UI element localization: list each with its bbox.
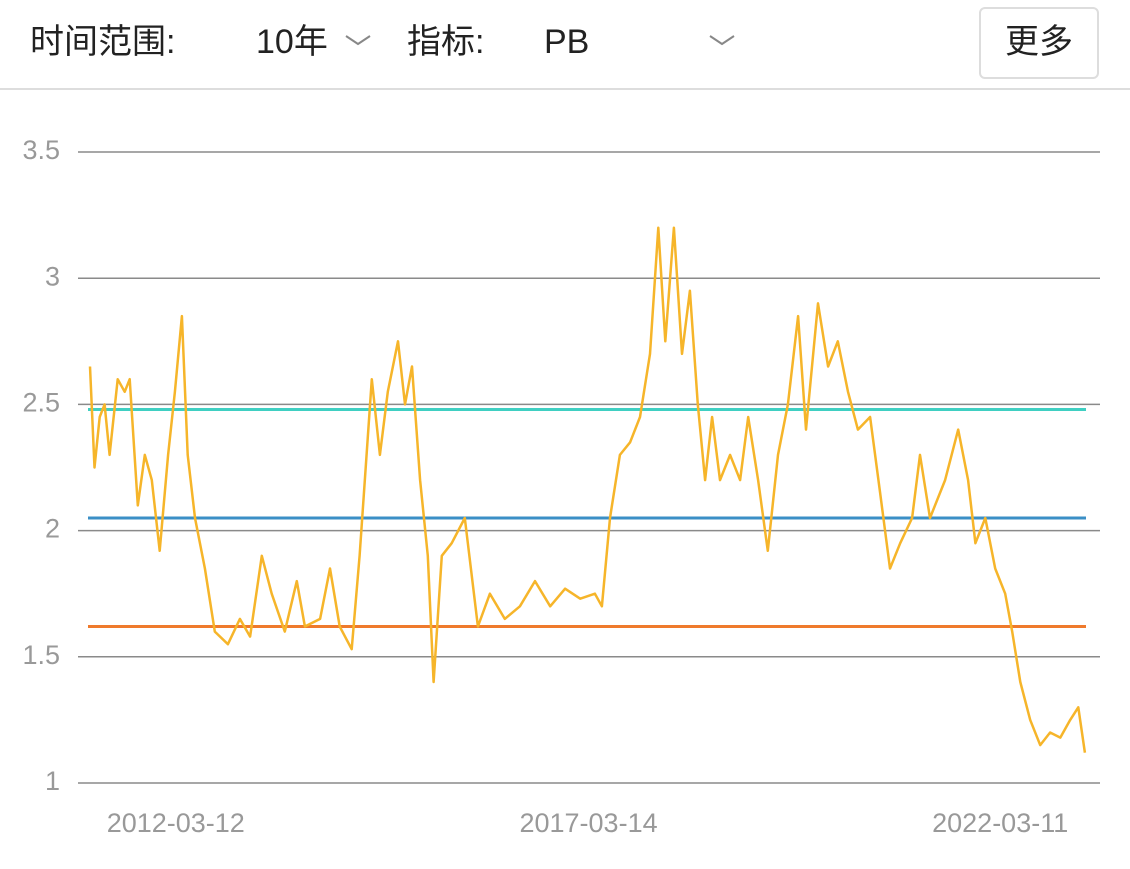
y-tick-label: 3.5 — [22, 135, 60, 165]
plot: 1 1.5 2 2.5 3 3.5 2012-03-12 2017-03-14 2022-03-… — [22, 135, 1100, 838]
button-label[interactable]: 更多 — [1005, 23, 1073, 61]
more-button[interactable]: 更多 — [979, 7, 1099, 79]
y-tick-label: 3 — [45, 261, 60, 291]
y-tick-label: 2 — [45, 514, 60, 544]
y-tick-label: 1.5 — [22, 640, 60, 670]
button-frame[interactable] — [979, 7, 1099, 79]
time-range-select[interactable]: 10年 — [256, 23, 371, 61]
x-tick-label: 2022-03-11 — [932, 808, 1068, 838]
time-range-label: 时间范围: — [30, 23, 175, 61]
metric-value[interactable]: PB — [544, 23, 589, 61]
chevron[interactable] — [345, 35, 371, 46]
toolbar — [0, 0, 1130, 88]
x-tick-label: 2017-03-14 — [519, 808, 657, 838]
metric-label: 指标: — [407, 23, 484, 61]
time-range-value[interactable]: 10年 — [256, 23, 328, 61]
y-tick-label: 1 — [45, 766, 60, 796]
pb-line — [88, 226, 1087, 753]
metric-select[interactable]: PB — [544, 23, 735, 61]
y-tick-label: 2.5 — [22, 388, 60, 418]
x-tick-label: 2012-03-12 — [107, 808, 245, 838]
chevron[interactable] — [709, 35, 735, 46]
